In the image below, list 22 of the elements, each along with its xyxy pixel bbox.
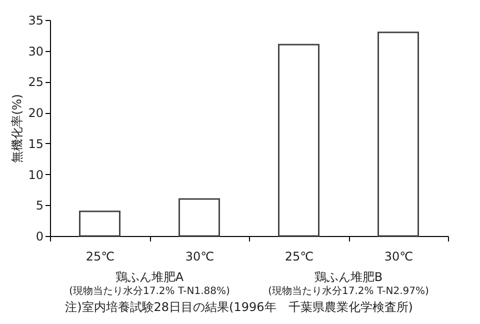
text: (現物当たり水分17.2% T-N1.88%) — [69, 285, 230, 297]
y-tick-label: 15 — [28, 136, 44, 151]
x-tick-label: 25℃ — [86, 250, 115, 264]
text: 鶏ふん堆肥B — [314, 270, 383, 284]
y-tick-label: 5 — [36, 198, 44, 213]
x-tick-label: 30℃ — [185, 250, 214, 264]
y-tick-label: 25 — [28, 75, 44, 90]
text: 鶏ふん堆肥A — [115, 270, 184, 284]
x-tick-label: 25℃ — [284, 250, 314, 264]
y-axis-title: 無機化率(%) — [10, 94, 24, 163]
x-tick-label: 30℃ — [384, 250, 414, 264]
y-tick-label: 30 — [28, 44, 44, 58]
text: 注)室内培養試験28日目の結果(1996年 千葉県農業化学検査所) — [65, 300, 413, 314]
y-tick-label: 20 — [28, 106, 44, 120]
bar — [79, 210, 120, 237]
bar — [178, 198, 220, 237]
text: (現物当たり水分17.2% T-N2.97%) — [268, 285, 429, 297]
y-tick-label: 35 — [28, 14, 44, 28]
y-tick-label: 10 — [28, 168, 44, 182]
y-tick-label: 0 — [36, 230, 44, 244]
bar — [378, 32, 419, 237]
bar — [278, 44, 320, 237]
